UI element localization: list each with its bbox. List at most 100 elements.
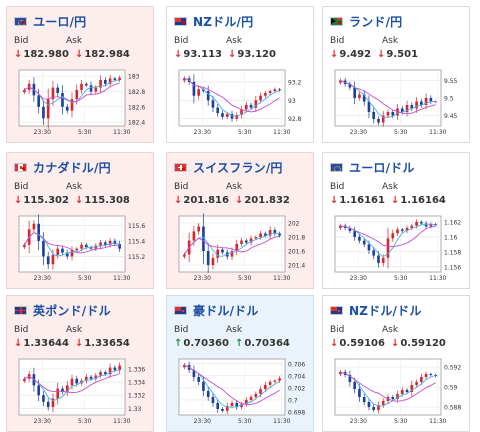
- currency-pair-link[interactable]: ユーロ/円: [33, 14, 87, 29]
- candle: [249, 396, 253, 400]
- candle: [104, 79, 107, 84]
- price-labels: Bid Ask: [174, 36, 242, 46]
- card-title[interactable]: NZドル/ドル: [330, 301, 422, 319]
- candle: [405, 390, 409, 392]
- price-values: ↓9.492 ↓9.501: [330, 49, 418, 60]
- card-title[interactable]: ユーロ/ドル: [330, 158, 415, 176]
- candle: [23, 244, 26, 248]
- y-tick-label: 201.6: [288, 249, 305, 256]
- ca-jp-flag-icon: [14, 162, 27, 172]
- candle: [273, 380, 277, 382]
- ma-long-line: [340, 80, 436, 115]
- card-title[interactable]: 英ポンド/ドル: [14, 301, 111, 319]
- candle: [46, 401, 50, 408]
- arrow-down-icon: ↓: [174, 195, 183, 206]
- candle: [46, 99, 50, 119]
- price-chart[interactable]: 0.706 0.704 0.702 0.7 0.698 23:30 5:30 11:30: [173, 355, 307, 429]
- ask-value: 201.832: [244, 195, 290, 206]
- x-tick-label: 11:30: [273, 275, 290, 282]
- x-tick-label: 23:30: [34, 275, 51, 282]
- rate-card[interactable]: NZドル/ドル Bid Ask ↓0.59106 ↓0.59120 0.592 0…: [322, 295, 470, 432]
- price-chart[interactable]: 1.336 1.334 1.332 1.33 23:30 5:30 11:30: [13, 355, 147, 429]
- price-chart[interactable]: 115.6 115.4 115.2 23:30 5:30 11:30: [13, 212, 147, 286]
- candle: [65, 385, 69, 392]
- currency-pair-link[interactable]: NZドル/円: [193, 14, 254, 29]
- candle: [61, 248, 64, 253]
- nz-us-flag-icon: [330, 305, 343, 315]
- arrow-up-icon: ↑: [234, 338, 244, 349]
- candle: [415, 221, 418, 226]
- candle: [391, 233, 395, 239]
- candle: [254, 100, 258, 108]
- candle: [391, 397, 395, 399]
- candle: [429, 224, 433, 227]
- currency-pair-link[interactable]: NZドル/ドル: [349, 303, 422, 318]
- candle: [202, 89, 205, 92]
- card-title[interactable]: カナダドル/円: [14, 158, 111, 176]
- candle: [348, 227, 352, 231]
- candle: [415, 382, 418, 385]
- x-tick-label: 23:30: [34, 418, 51, 425]
- candle: [339, 80, 342, 83]
- candle: [424, 223, 428, 227]
- candle: [278, 378, 281, 381]
- card-title[interactable]: ランド/円: [330, 12, 402, 30]
- ask-label: Ask: [382, 36, 399, 46]
- currency-pair-link[interactable]: 豪ドル/ドル: [193, 303, 259, 318]
- price-chart[interactable]: 183 182.8 182.6 182.4 23:30 5:30 11:30: [13, 66, 147, 140]
- y-tick-label: 115.2: [128, 254, 145, 261]
- candlestick-chart: 183 182.8 182.6 182.4 23:30 5:30 11:30: [18, 69, 145, 136]
- rate-card[interactable]: ユーロ/円 Bid Ask ↓182.980 ↓182.984 183 182.8…: [6, 6, 154, 143]
- currency-pair-link[interactable]: ランド/円: [349, 14, 403, 29]
- card-title[interactable]: ユーロ/円: [14, 12, 86, 30]
- candle: [400, 108, 404, 112]
- candle: [362, 397, 366, 402]
- price-chart[interactable]: 0.592 0.59 0.588 23:30 5:30 11:30: [329, 355, 463, 429]
- ask-value: 93.120: [237, 49, 276, 60]
- candle: [434, 101, 437, 103]
- candle: [206, 91, 210, 101]
- candle: [353, 382, 356, 389]
- price-chart[interactable]: 9.55 9.5 9.45 23:30 5:30 11:30: [329, 66, 463, 140]
- rate-card[interactable]: NZドル/円 Bid Ask ↓93.113 ↓93.120 93.2 93 92.…: [166, 6, 314, 143]
- rate-card[interactable]: カナダドル/円 Bid Ask ↓115.302 ↓115.308 115.6 1…: [6, 152, 154, 289]
- candle: [400, 229, 404, 231]
- currency-pair-link[interactable]: スイスフラン/円: [193, 160, 283, 175]
- price-chart[interactable]: 1.162 1.16 1.158 1.156 23:30 5:30 11:30: [329, 212, 463, 286]
- currency-pair-link[interactable]: 英ポンド/ドル: [33, 303, 111, 318]
- rate-card[interactable]: スイスフラン/円 Bid Ask ↓201.816 ↓201.832 202 20…: [166, 152, 314, 289]
- candle: [254, 393, 258, 397]
- candle: [240, 404, 243, 408]
- candle: [56, 248, 60, 255]
- bid-value: 115.302: [23, 195, 69, 206]
- card-title[interactable]: スイスフラン/円: [174, 158, 283, 176]
- x-tick-label: 11:30: [113, 275, 130, 282]
- candlestick-chart: 0.592 0.59 0.588 23:30 5:30 11:30: [334, 358, 461, 425]
- candle: [273, 230, 277, 234]
- arrow-down-icon: ↓: [330, 49, 339, 60]
- price-labels: Bid Ask: [14, 36, 82, 46]
- y-tick-label: 0.706: [288, 361, 305, 368]
- x-tick-label: 5:30: [394, 275, 408, 282]
- currency-pair-link[interactable]: ユーロ/ドル: [349, 160, 415, 175]
- rate-card[interactable]: 豪ドル/ドル Bid Ask ↑0.70360 ↑0.70364 0.706 0.…: [166, 295, 314, 432]
- candle: [410, 385, 414, 392]
- arrow-down-icon: ↓: [174, 49, 183, 60]
- price-chart[interactable]: 93.2 93 92.8 23:30 5:30 11:30: [173, 66, 307, 140]
- bid-label: Bid: [174, 36, 189, 46]
- candle: [192, 231, 196, 241]
- rate-card[interactable]: 英ポンド/ドル Bid Ask ↓1.33644 ↓1.33654 1.336 1…: [6, 295, 154, 432]
- currency-pair-link[interactable]: カナダドル/円: [33, 160, 111, 175]
- rate-card[interactable]: ユーロ/ドル Bid Ask ↓1.16161 ↓1.16164 1.162 1.…: [322, 152, 470, 289]
- candle: [202, 226, 205, 251]
- rate-card[interactable]: ランド/円 Bid Ask ↓9.492 ↓9.501 9.55 9.5 9.45 2…: [322, 6, 470, 143]
- card-title[interactable]: NZドル/円: [174, 12, 253, 30]
- card-title[interactable]: 豪ドル/ドル: [174, 301, 259, 319]
- za-jp-flag-icon: [330, 16, 343, 26]
- candle: [23, 378, 26, 382]
- candle: [211, 100, 215, 108]
- price-chart[interactable]: 202 201.8 201.6 201.4 23:30 5:30 11:30: [173, 212, 307, 286]
- bid-value: 201.816: [183, 195, 229, 206]
- candle: [235, 244, 239, 251]
- ask-value: 1.16164: [400, 195, 446, 206]
